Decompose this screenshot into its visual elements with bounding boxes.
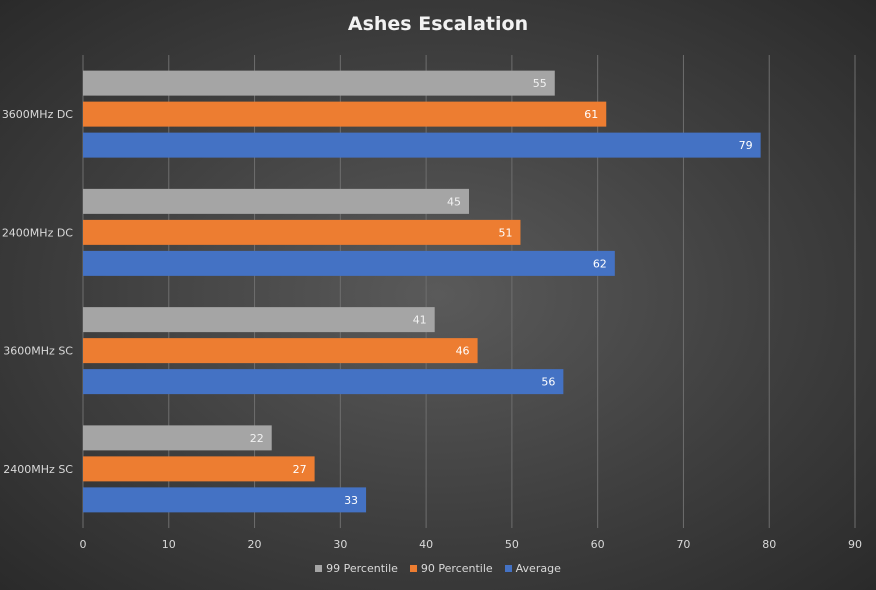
category-label: 2400MHz SC	[3, 463, 73, 476]
bar[interactable]	[83, 307, 435, 333]
x-tick-label: 20	[248, 538, 262, 551]
category-labels: 3600MHz DC 2400MHz DC 3600MHz SC 2400MHz SC	[2, 108, 73, 476]
bar[interactable]	[83, 70, 555, 96]
x-tick-label: 60	[591, 538, 605, 551]
bars: 55 61 79 45 51 62 41 46 56 22 27 33	[83, 70, 761, 513]
bar[interactable]	[83, 101, 607, 127]
bar-value-label: 61	[584, 108, 598, 121]
bar[interactable]	[83, 188, 469, 214]
category-label: 3600MHz DC	[2, 108, 73, 121]
x-tick-label: 90	[848, 538, 862, 551]
bar-value-label: 55	[533, 77, 547, 90]
legend: 99 Percentile 90 Percentile Average	[0, 562, 876, 575]
x-tick-label: 10	[162, 538, 176, 551]
bar-value-label: 33	[344, 494, 358, 507]
category-label: 2400MHz DC	[2, 226, 73, 239]
bar-value-label: 45	[447, 195, 461, 208]
bar[interactable]	[83, 487, 367, 513]
bar[interactable]	[83, 250, 615, 276]
bar[interactable]	[83, 425, 272, 451]
x-tick-labels: 0 10 20 30 40 50 60 70 80 90	[80, 538, 863, 551]
category-label: 3600MHz SC	[3, 345, 73, 358]
bar-value-label: 27	[293, 463, 307, 476]
legend-item-99-percentile[interactable]: 99 Percentile	[315, 562, 398, 575]
bar[interactable]	[83, 338, 478, 364]
bar-value-label: 51	[498, 226, 512, 239]
x-tick-label: 70	[676, 538, 690, 551]
legend-swatch	[409, 565, 417, 572]
bar[interactable]	[83, 219, 521, 245]
bar[interactable]	[83, 132, 761, 158]
legend-label: Average	[515, 562, 561, 575]
bar-value-label: 41	[413, 314, 427, 327]
x-tick-label: 30	[333, 538, 347, 551]
bar-value-label: 46	[456, 345, 470, 358]
legend-label: 99 Percentile	[326, 562, 398, 575]
x-tick-label: 50	[505, 538, 519, 551]
legend-item-90-percentile[interactable]: 90 Percentile	[409, 562, 493, 575]
x-tick-label: 80	[762, 538, 776, 551]
legend-item-average[interactable]: Average	[504, 562, 561, 575]
x-tick-label: 0	[80, 538, 87, 551]
chart-title: Ashes Escalation	[348, 13, 528, 35]
bar[interactable]	[83, 456, 315, 482]
bar-value-label: 79	[739, 139, 753, 152]
x-tick-label: 40	[419, 538, 433, 551]
legend-label: 90 Percentile	[420, 562, 493, 575]
legend-swatch	[504, 565, 512, 572]
bar-value-label: 62	[593, 257, 607, 270]
bar-value-label: 22	[250, 432, 264, 445]
bar[interactable]	[83, 369, 564, 395]
legend-swatch	[315, 565, 323, 572]
bar-value-label: 56	[541, 376, 555, 389]
